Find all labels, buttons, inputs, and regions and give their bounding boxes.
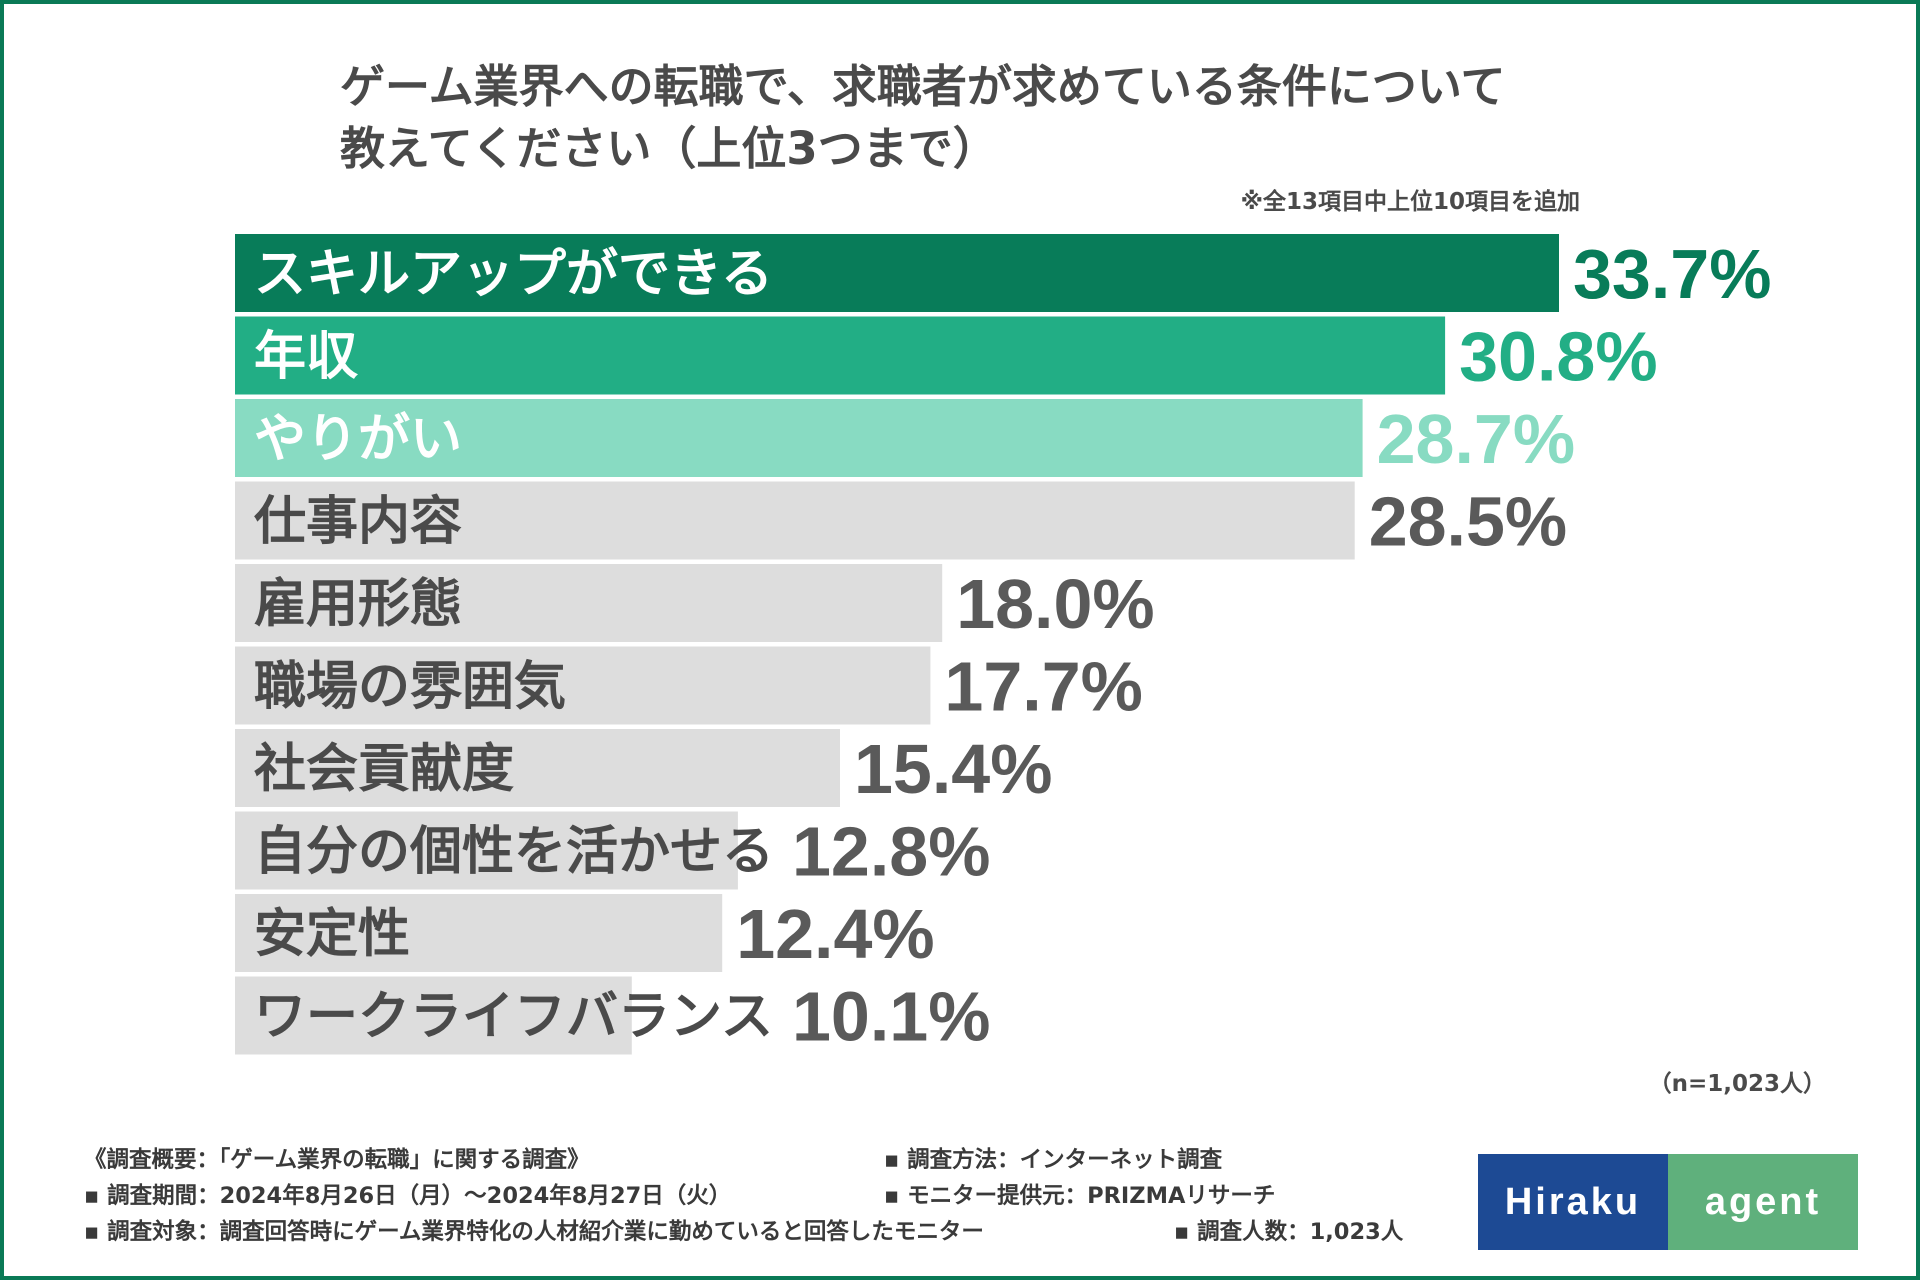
bar-2 — [235, 316, 1446, 395]
chart-note: ※全13項目中上位10項目を追加 — [1240, 189, 1580, 215]
survey-method: ▪ 調査方法：インターネット調査 — [884, 1147, 1223, 1173]
bar-group-3: やりがい 28.7% — [235, 399, 1575, 478]
bar-1 — [235, 234, 1559, 312]
survey-respondents: ▪ 調査人数：1,023人 — [1174, 1219, 1404, 1245]
bar-value-2: 30.8% — [1459, 318, 1657, 396]
bar-label-1: スキルアップができる — [254, 245, 773, 305]
bar-label-2: 年収 — [254, 327, 358, 387]
bar-value-8: 12.8% — [792, 813, 990, 891]
bar-7 — [235, 729, 840, 807]
bar-group-2: 年収 30.8% — [235, 316, 1658, 396]
bar-group-7: 社会貢献度 15.4% — [235, 729, 1052, 808]
survey-target: ▪ 調査対象：調査回答時にゲーム業界特化の人材紹介業に勤めていると回答したモニタ… — [84, 1219, 984, 1245]
survey-overview: 《調査概要：「ゲーム業界の転職」に関する調査》 — [84, 1147, 590, 1173]
bar-4 — [235, 481, 1355, 560]
chart-title: ゲーム業界への転職で、求職者が求めている条件について 教えてください（上位3つま… — [340, 56, 1506, 180]
chart-title-line-2: 教えてください（上位3つまで） — [340, 122, 998, 175]
bar-group-1: スキルアップができる 33.7% — [235, 234, 1771, 313]
chart-title-line-1: ゲーム業界への転職で、求職者が求めている条件について — [340, 60, 1506, 113]
bar-5 — [235, 564, 943, 642]
bar-group-8: 自分の個性を活かせる 12.8% — [235, 811, 990, 891]
bar-group-10: ワークライフバランス 10.1% — [235, 976, 990, 1056]
logo-agent: agent — [1668, 1154, 1858, 1250]
bar-value-1: 33.7% — [1573, 235, 1771, 313]
bar-label-7: 社会貢献度 — [254, 740, 514, 800]
bar-group-4: 仕事内容 28.5% — [235, 481, 1567, 561]
bar-group-6: 職場の雰囲気 17.7% — [235, 646, 1143, 726]
bar-10 — [235, 976, 632, 1055]
bar-label-10: ワークライフバランス — [254, 987, 773, 1047]
bar-6 — [235, 646, 931, 725]
bar-label-4: 仕事内容 — [254, 492, 462, 552]
survey-provider: ▪ モニター提供元：PRIZMAリサーチ — [884, 1183, 1276, 1209]
bar-value-10: 10.1% — [792, 978, 990, 1056]
bar-value-6: 17.7% — [944, 648, 1142, 726]
sample-size: （n=1,023人） — [1648, 1071, 1826, 1097]
bar-value-7: 15.4% — [854, 730, 1052, 808]
survey-period: ▪ 調査期間：2024年8月26日（月）〜2024年8月27日（火） — [84, 1183, 732, 1209]
bar-value-5: 18.0% — [956, 565, 1154, 643]
bar-3 — [235, 399, 1363, 477]
bar-label-6: 職場の雰囲気 — [254, 657, 566, 717]
bar-label-9: 安定性 — [254, 905, 410, 965]
bar-label-8: 自分の個性を活かせる — [254, 822, 774, 882]
bar-value-4: 28.5% — [1369, 483, 1567, 561]
bar-8 — [235, 811, 738, 890]
bar-group-5: 雇用形態 18.0% — [235, 564, 1155, 643]
bar-group-9: 安定性 12.4% — [235, 894, 935, 973]
hiraku-agent-logo: Hiraku agent — [1478, 1154, 1858, 1250]
bar-value-3: 28.7% — [1377, 400, 1575, 478]
bar-label-3: やりがい — [254, 410, 462, 470]
bar-chart: スキルアップができる 33.7% 年収 30.8% やりがい 28.7% 仕事内容 28.5%… — [235, 234, 1771, 1056]
bar-label-5: 雇用形態 — [254, 575, 462, 635]
bar-value-9: 12.4% — [736, 895, 934, 973]
logo-hiraku: Hiraku — [1478, 1154, 1668, 1250]
bar-9 — [235, 894, 723, 972]
